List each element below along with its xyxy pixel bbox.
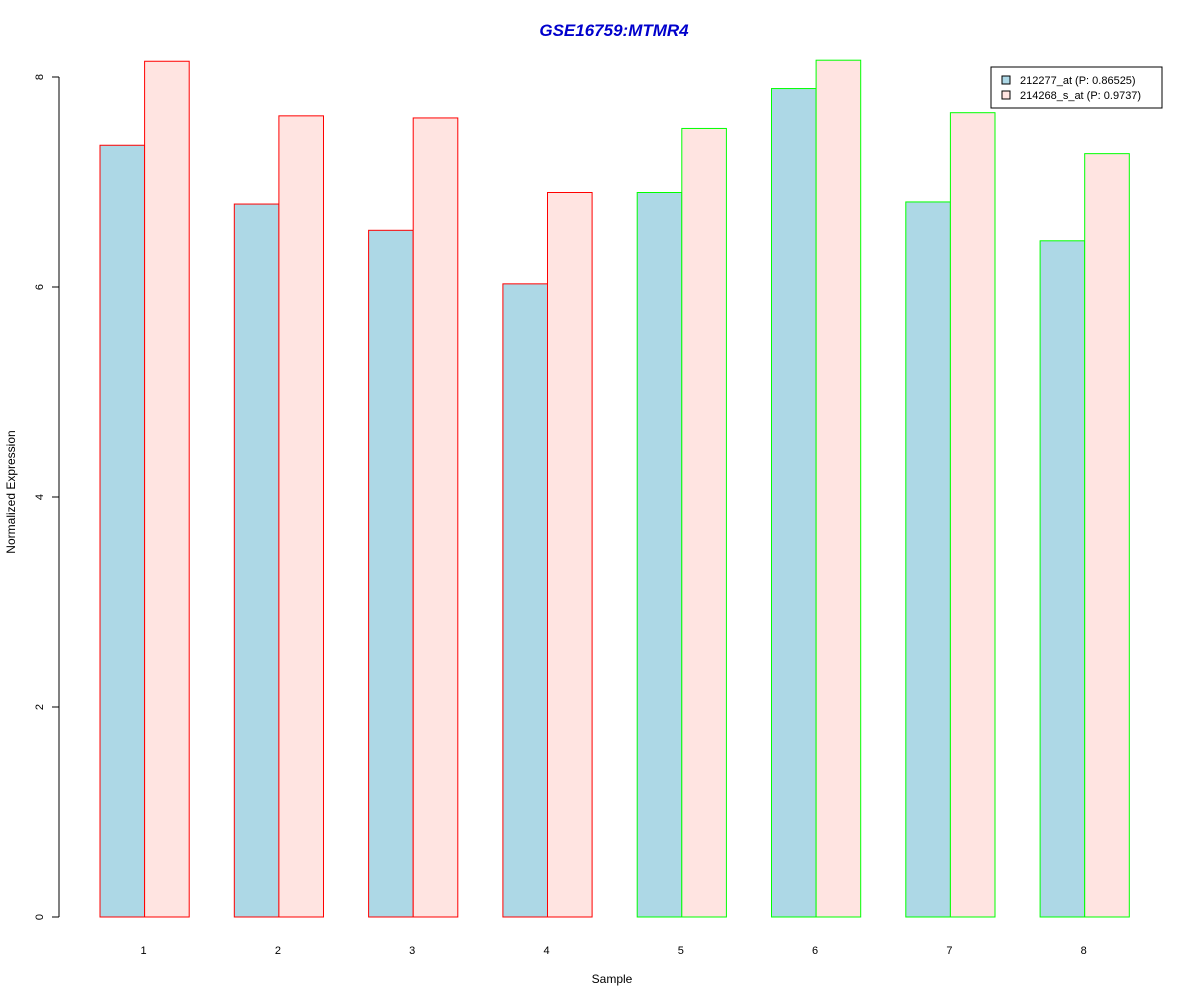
bar-sample-2-series-1 bbox=[233, 203, 280, 918]
legend: 212277_at (P: 0.86525) 214268_s_at (P: 0.… bbox=[990, 66, 1163, 109]
bar-sample-6-series-2 bbox=[815, 59, 862, 918]
x-axis-title: Sample bbox=[592, 972, 633, 986]
bar-sample-1-series-1 bbox=[99, 144, 146, 918]
bar-sample-5-series-1 bbox=[636, 192, 683, 918]
bar-sample-4-series-1 bbox=[502, 283, 548, 918]
x-tick-label: 7 bbox=[946, 945, 952, 957]
bar-sample-5-series-2 bbox=[681, 127, 727, 918]
bar-sample-4-series-2 bbox=[547, 192, 593, 918]
x-tick-label: 6 bbox=[812, 945, 818, 957]
plot-area bbox=[99, 59, 1130, 918]
bar-sample-1-series-2 bbox=[144, 60, 190, 918]
y-tick-label: 0 bbox=[34, 914, 46, 920]
bar-sample-3-series-2 bbox=[412, 117, 459, 918]
bar-sample-3-series-1 bbox=[368, 229, 414, 918]
chart-title: GSE16759:MTMR4 bbox=[539, 21, 689, 40]
bar-sample-6-series-1 bbox=[771, 88, 817, 918]
legend-box bbox=[990, 66, 1163, 109]
x-tick-label: 1 bbox=[141, 945, 147, 957]
legend-swatch bbox=[1001, 75, 1011, 85]
x-tick-label: 5 bbox=[678, 945, 684, 957]
x-axis: 1 2 3 4 5 6 7 8 bbox=[141, 945, 1087, 957]
x-tick-label: 3 bbox=[409, 945, 415, 957]
y-tick-label: 2 bbox=[34, 704, 46, 710]
y-axis-title: Normalized Expression bbox=[4, 430, 18, 553]
legend-label: 214268_s_at (P: 0.9737) bbox=[1020, 90, 1141, 102]
bar-sample-2-series-2 bbox=[278, 115, 324, 918]
bar-sample-7-series-1 bbox=[905, 201, 951, 918]
legend-label: 212277_at (P: 0.86525) bbox=[1020, 75, 1136, 87]
x-tick-label: 8 bbox=[1081, 945, 1087, 957]
y-tick-label: 6 bbox=[34, 284, 46, 290]
bar-sample-7-series-2 bbox=[949, 112, 996, 918]
y-tick-label: 4 bbox=[34, 494, 46, 500]
y-tick-label: 8 bbox=[34, 74, 46, 80]
x-tick-label: 2 bbox=[275, 945, 281, 957]
y-axis: 0 2 4 6 8 bbox=[34, 74, 60, 920]
bar-sample-8-series-2 bbox=[1084, 153, 1130, 918]
bar-sample-8-series-1 bbox=[1039, 240, 1086, 918]
x-tick-label: 4 bbox=[543, 945, 549, 957]
legend-swatch bbox=[1001, 90, 1011, 100]
